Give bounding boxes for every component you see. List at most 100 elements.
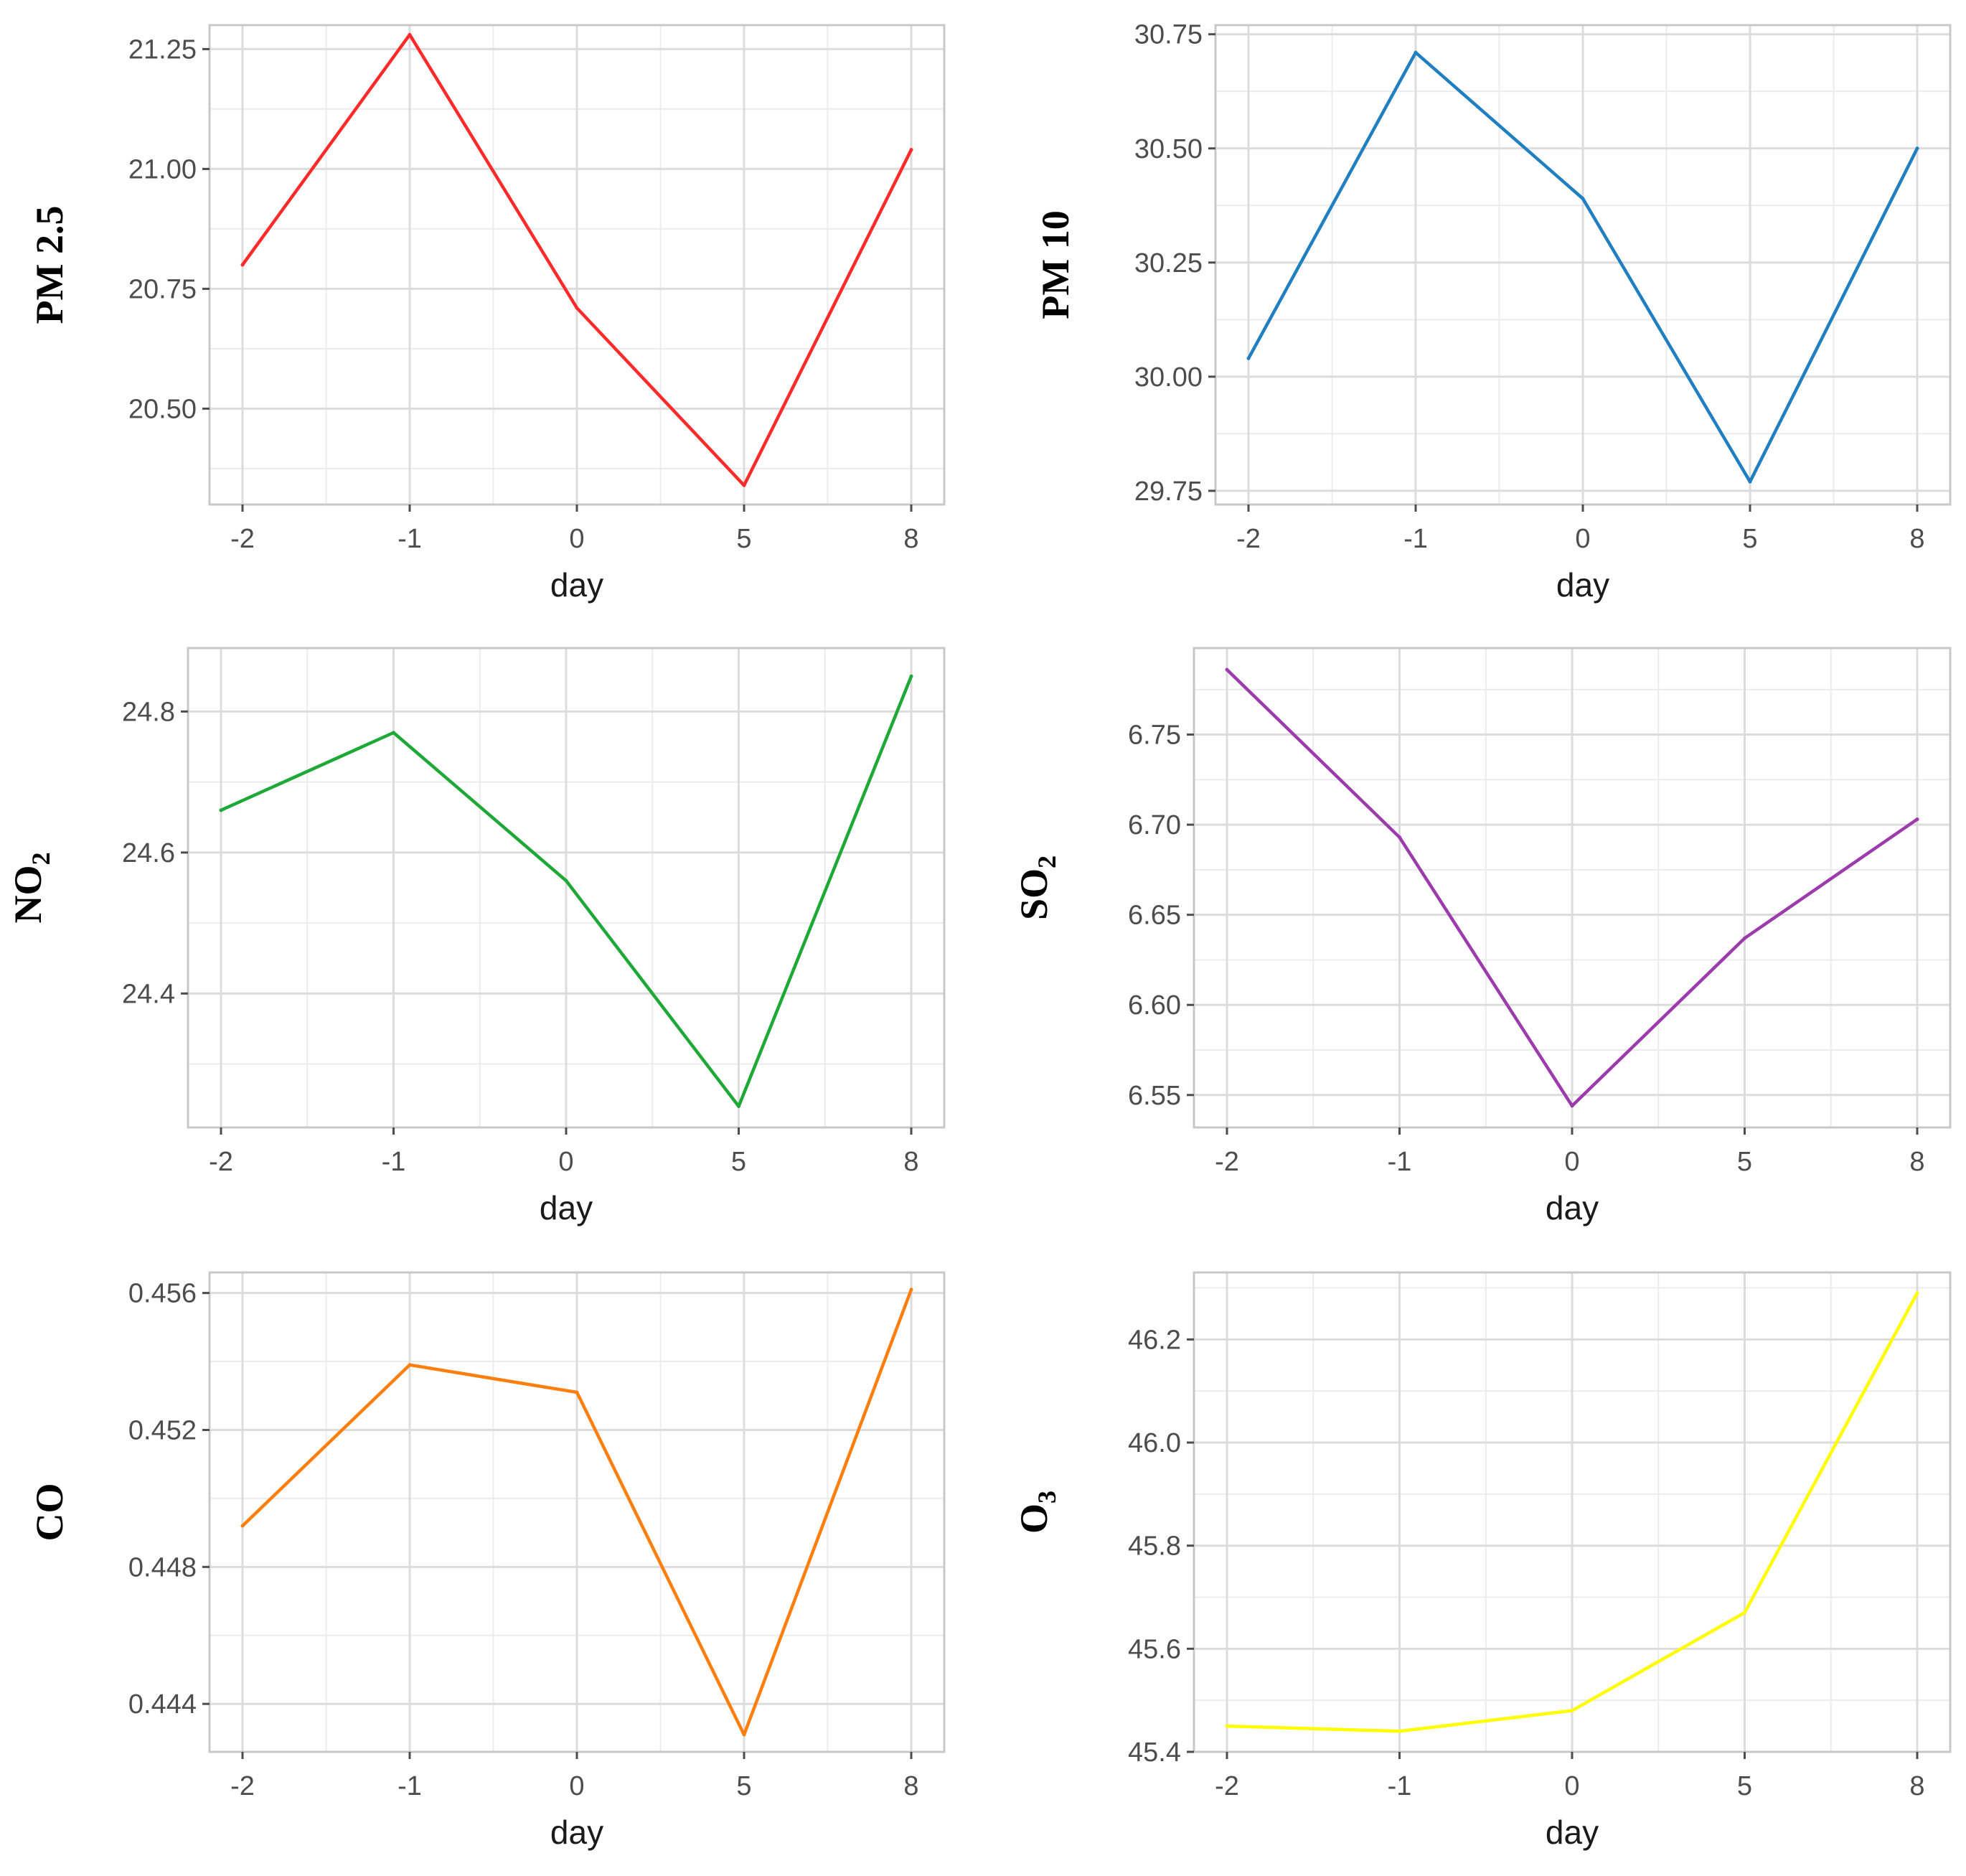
data-point [1748,479,1752,484]
y-axis-title: NO2 [6,853,55,924]
y-tick-label: 46.0 [1128,1428,1181,1458]
x-tick-label: -2 [230,524,255,554]
x-tick-label: 5 [1742,524,1757,554]
data-point [1915,146,1919,151]
y-tick-label: 24.4 [122,979,175,1009]
data-point [1915,817,1919,822]
data-point [240,1524,245,1528]
y-tick-label: 46.2 [1128,1325,1181,1355]
data-point [219,808,223,812]
x-axis-title: day [1546,1189,1599,1227]
x-tick-label: 0 [1564,1771,1579,1801]
y-axis-title: O3 [1012,1491,1061,1534]
x-tick-label: 0 [1564,1147,1579,1177]
y-axis-title: PM 10 [1034,210,1077,319]
x-tick-label: 8 [903,524,918,554]
data-point [240,263,245,267]
y-tick-label: 6.55 [1128,1081,1181,1111]
x-tick-label: -1 [398,1771,422,1801]
data-point [408,32,412,37]
y-axis-title: CO [28,1483,71,1542]
data-point [1414,50,1418,55]
y-tick-label: 30.50 [1134,134,1203,164]
x-tick-label: 0 [1575,524,1590,554]
x-tick-label: -1 [382,1147,406,1177]
y-tick-label: 0.444 [128,1689,197,1720]
data-point [1570,1104,1574,1108]
y-tick-label: 6.75 [1128,721,1181,751]
x-tick-label: 5 [1737,1771,1752,1801]
x-tick-label: -2 [230,1771,255,1801]
data-point [1570,1709,1574,1713]
x-tick-label: 8 [1909,1147,1924,1177]
y-tick-label: 30.00 [1134,362,1203,393]
data-point [1225,1724,1229,1728]
y-axis-title: PM 2.5 [28,206,71,324]
chart-panel-co: 0.444 0.448 0.452 0.456 -2 -1 0 5 8 day CO [28,1271,946,1851]
x-tick-label: -2 [1236,524,1261,554]
x-tick-label: 0 [558,1147,573,1177]
y-tick-label: 30.75 [1134,20,1203,50]
y-tick-label: 6.70 [1128,810,1181,840]
y-tick-label: 0.452 [128,1415,197,1445]
y-tick-label: 20.50 [128,394,197,424]
data-point [1581,197,1585,201]
x-axis-title: day [1546,1814,1599,1851]
chart-panel-pm25: 20.50 20.75 21.00 21.25 -2 -1 0 5 8 day PM 2.5 [28,24,946,604]
x-axis-title: day [550,566,603,604]
x-axis-title: day [550,1814,603,1851]
y-tick-label: 24.8 [122,697,175,727]
x-tick-label: -2 [1215,1771,1239,1801]
x-tick-label: 8 [903,1771,918,1801]
x-tick-label: -1 [1388,1771,1412,1801]
y-tick-label: 0.456 [128,1279,197,1309]
data-point [575,1390,579,1394]
y-tick-label: 21.00 [128,154,197,184]
y-tick-label: 20.75 [128,274,197,304]
x-tick-label: 0 [569,1771,584,1801]
y-tick-label: 45.4 [1128,1737,1181,1768]
data-point [909,148,913,152]
data-point [909,674,913,678]
data-point [909,1288,913,1292]
data-point [1398,1729,1401,1733]
y-tick-label: 45.6 [1128,1634,1181,1664]
data-point [1743,936,1746,940]
x-tick-label: -1 [398,524,422,554]
data-point [1915,1291,1919,1295]
data-point [737,1105,740,1109]
chart-panel-o3: 45.4 45.6 45.8 46.0 46.2 -2 -1 0 5 8 day O3 [1012,1271,1952,1851]
x-tick-label: 5 [736,524,751,554]
x-tick-label: 8 [1909,524,1924,554]
y-tick-label: 29.75 [1134,477,1203,507]
x-tick-label: 5 [736,1771,751,1801]
chart-panel-pm10: 29.75 30.00 30.25 30.50 30.75 -2 -1 0 5 8 day PM 10 [1034,20,1952,604]
x-tick-label: 5 [731,1147,746,1177]
x-axis-title: day [1556,566,1609,604]
x-tick-label: -1 [1388,1147,1412,1177]
y-axis-title: SO2 [1012,855,1061,920]
x-tick-label: 8 [903,1147,918,1177]
data-point [1225,667,1229,672]
data-point [408,1363,412,1367]
x-tick-label: -2 [1215,1147,1239,1177]
x-tick-label: -2 [209,1147,233,1177]
data-point [742,483,746,487]
data-point [564,878,568,883]
y-tick-label: 6.60 [1128,990,1181,1021]
x-axis-title: day [540,1189,593,1227]
data-point [392,731,395,735]
data-point [742,1732,746,1737]
chart-panel-no2: 24.4 24.6 24.8 -2 -1 0 5 8 day NO2 [6,647,946,1227]
x-tick-label: 0 [569,524,584,554]
x-tick-label: -1 [1403,524,1428,554]
data-point [1398,835,1401,840]
y-tick-label: 24.6 [122,838,175,868]
y-tick-label: 6.65 [1128,901,1181,931]
x-tick-label: 5 [1737,1147,1752,1177]
x-tick-label: 8 [1909,1771,1924,1801]
data-point [1743,1610,1746,1615]
data-point [1246,356,1251,360]
data-point [575,306,579,310]
